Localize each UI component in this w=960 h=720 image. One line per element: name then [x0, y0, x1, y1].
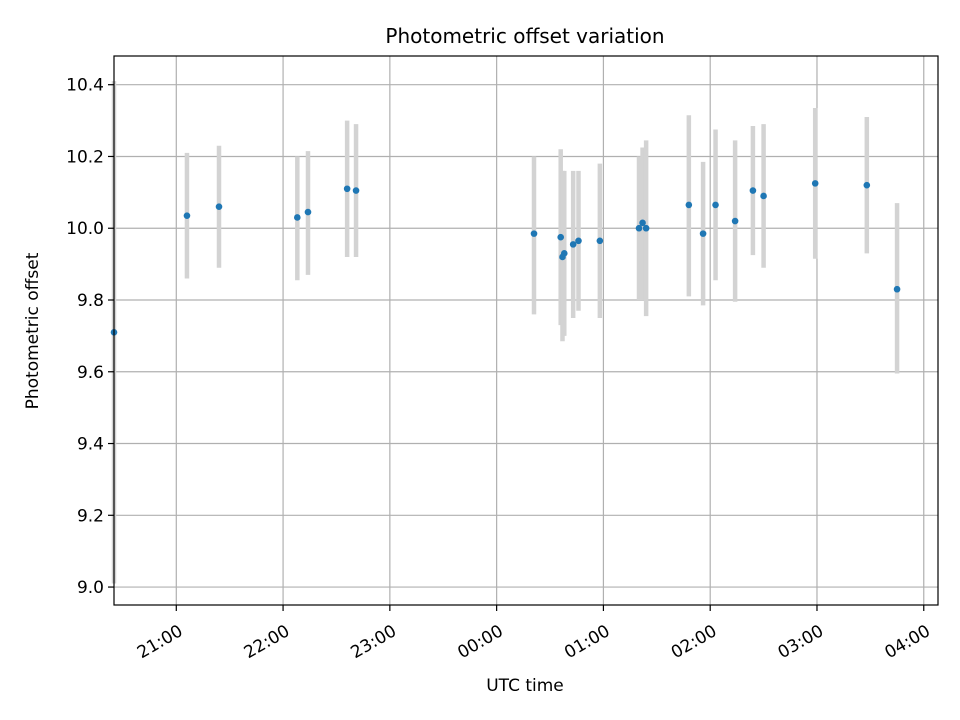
x-axis-title: UTC time: [486, 676, 564, 696]
data-point: [560, 250, 568, 257]
data-point: [575, 237, 582, 245]
data-point: [731, 217, 739, 225]
data-point: [530, 230, 538, 237]
data-point: [215, 203, 223, 211]
y-tick-label: 9.2: [77, 506, 104, 526]
data-point: [352, 187, 360, 194]
y-tick-label: 9.0: [77, 578, 104, 598]
plot-frame: [113, 55, 939, 606]
data-point: [712, 201, 719, 209]
y-tick-label: 9.4: [77, 435, 104, 455]
data-point: [596, 237, 604, 245]
y-tick-label: 10.2: [66, 147, 104, 167]
data-point: [557, 233, 565, 241]
grid: [114, 56, 938, 605]
data-points: [110, 180, 901, 336]
data-point: [811, 180, 819, 187]
data-point: [699, 230, 707, 237]
data-point: [760, 192, 767, 200]
chart-title: Photometric offset variation: [385, 24, 664, 48]
y-axis-title: Photometric offset: [23, 252, 43, 409]
data-point: [304, 208, 312, 216]
data-point: [642, 224, 650, 232]
data-point: [863, 181, 871, 189]
y-tick-label: 10.4: [66, 76, 104, 96]
data-point: [639, 219, 646, 227]
y-axis-ticks: 9.0 9.2 9.4 9.6 9.8 10.0 10.2 10.4: [66, 76, 114, 598]
data-point: [569, 241, 577, 248]
y-tick-label: 9.6: [77, 363, 104, 383]
data-point: [294, 214, 301, 221]
data-point: [749, 187, 757, 194]
data-point: [343, 185, 351, 193]
y-tick-label: 9.8: [77, 291, 104, 311]
data-point: [183, 212, 191, 219]
data-point: [685, 201, 693, 209]
data-point: [893, 285, 901, 293]
data-point: [635, 224, 643, 232]
y-tick-label: 10.0: [66, 219, 104, 239]
